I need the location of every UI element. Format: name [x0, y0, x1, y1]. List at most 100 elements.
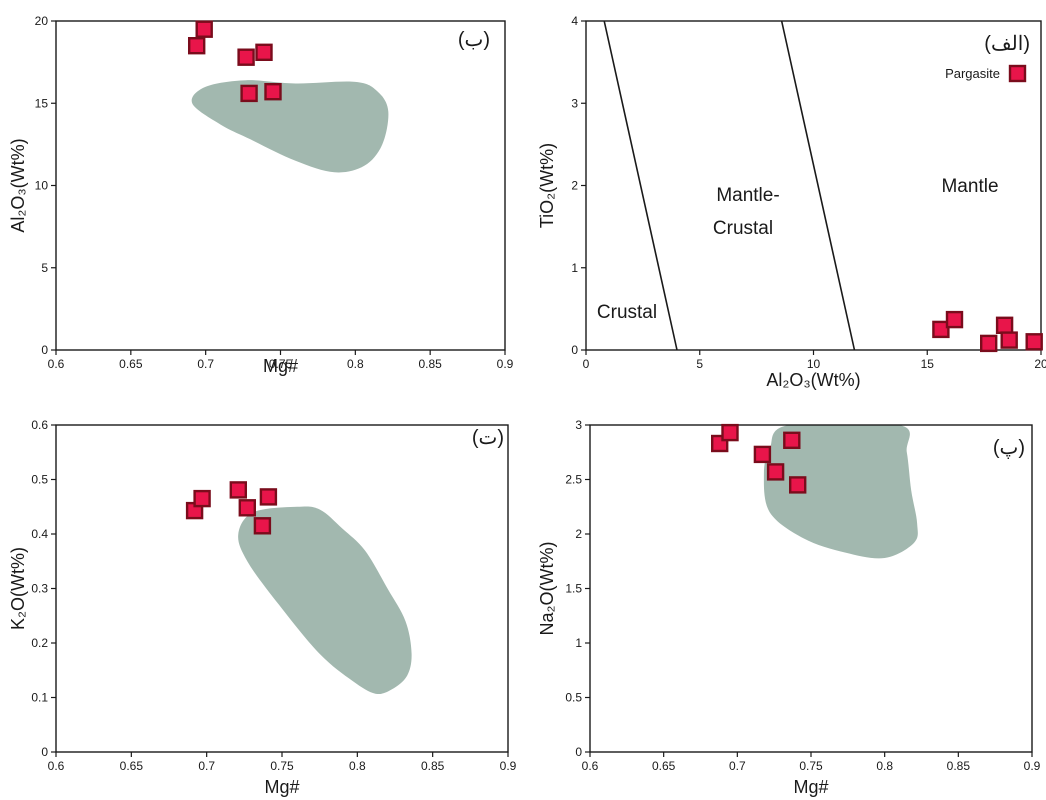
panel-label: (الف): [984, 33, 1030, 55]
y-axis-title: Na₂O(Wt%): [537, 542, 557, 636]
y-tick-label: 2: [575, 527, 582, 541]
x-axis-title: Mg#: [264, 777, 299, 797]
data-point: [1025, 333, 1043, 351]
data-point: [753, 445, 772, 464]
legend-marker: [1008, 64, 1027, 83]
y-tick-label: 4: [571, 14, 578, 28]
data-point: [229, 481, 248, 499]
chart-tio2-vs-al2o3: 0 5 10 15 20 0 1 2 3 4 Al₂O₃(Wt%) TiO₂(Wt%) (الف) Cru…: [537, 14, 1046, 390]
x-tick-label: 0.8: [349, 759, 366, 773]
y-tick-label: 15: [35, 96, 49, 110]
x-tick-label: 15: [921, 357, 935, 371]
region-label: Crustal: [597, 302, 657, 323]
x-tick-label: 0.65: [119, 357, 143, 371]
data-point: [766, 463, 785, 481]
panel-label: (ت): [472, 427, 504, 449]
data-point: [721, 423, 739, 442]
data-point: [932, 320, 950, 339]
data-point: [187, 37, 206, 55]
y-axis-title: TiO₂(Wt%): [537, 143, 557, 228]
x-tick-label: 0.7: [198, 759, 215, 773]
panel-label: (ب): [458, 29, 490, 51]
region-label: Crustal: [713, 218, 773, 239]
x-tick-label: 0.8: [347, 357, 364, 371]
y-tick-label: 2: [571, 179, 578, 193]
data-point: [195, 20, 213, 38]
x-tick-label: 5: [696, 357, 703, 371]
x-tick-label: 0.75: [799, 759, 823, 773]
x-tick-label: 0.65: [120, 759, 144, 773]
field-region: [191, 80, 389, 173]
data-point: [980, 334, 998, 353]
x-tick-label: 0.85: [421, 759, 445, 773]
x-axis-title: Al₂O₃(Wt%): [766, 370, 860, 390]
data-point: [1000, 331, 1018, 349]
boundary-line: [780, 20, 856, 351]
x-tick-label: 0.6: [48, 759, 65, 773]
x-tick-label: 0.7: [197, 357, 214, 371]
x-tick-label: 0.7: [729, 759, 746, 773]
x-tick-label: 0.75: [269, 357, 293, 371]
data-point: [995, 316, 1014, 334]
x-tick-label: 0.65: [652, 759, 676, 773]
legend-label: Pargasite: [945, 66, 1000, 81]
y-tick-label: 1.5: [565, 582, 582, 596]
data-point: [238, 499, 257, 517]
data-point: [783, 431, 801, 449]
y-tick-label: 0.5: [31, 473, 48, 487]
legend: Pargasite: [945, 64, 1027, 83]
x-tick-label: 20: [1034, 357, 1046, 371]
x-tick-label: 0.6: [48, 357, 65, 371]
x-tick-label: 0.75: [270, 759, 294, 773]
x-axis-title: Mg#: [263, 356, 298, 376]
data-point: [253, 517, 272, 535]
y-tick-label: 3: [571, 96, 578, 110]
data-point: [237, 48, 255, 66]
field-region: [238, 506, 412, 695]
x-tick-label: 0.85: [947, 759, 971, 773]
y-axis-title: Al₂O₃(Wt%): [8, 138, 28, 232]
y-tick-label: 0.2: [31, 636, 48, 650]
plot-frame: [55, 20, 506, 351]
y-tick-label: 5: [41, 261, 48, 275]
y-tick-label: 0.1: [31, 691, 48, 705]
chart-k2o-vs-mg: 0.6 0.65 0.7 0.75 0.8 0.85 0.9 0 0.1 0.2 0.3 0.4 0.5…: [8, 418, 517, 797]
field-region: [763, 425, 918, 559]
x-tick-label: 0.9: [500, 759, 517, 773]
region-label: Mantle: [941, 176, 998, 197]
data-point: [193, 489, 211, 508]
y-tick-label: 0: [571, 343, 578, 357]
data-point: [945, 310, 964, 329]
data-point: [240, 84, 258, 103]
data-point: [789, 476, 807, 494]
region-label: Mantle-: [716, 185, 779, 206]
y-tick-label: 20: [35, 14, 49, 28]
boundary-line: [603, 20, 678, 351]
y-tick-label: 0.6: [31, 418, 48, 432]
x-tick-label: 0.85: [418, 357, 442, 371]
x-tick-label: 0.8: [876, 759, 893, 773]
y-tick-label: 0.4: [31, 527, 48, 541]
chart-na2o-vs-mg: 0.6 0.65 0.7 0.75 0.8 0.85 0.9 0 0.5 1 1.5 2 2.5 3 Mg#…: [537, 418, 1041, 797]
y-tick-label: 1: [575, 636, 582, 650]
data-point: [259, 488, 278, 506]
y-tick-label: 3: [575, 418, 582, 432]
data-point: [264, 82, 282, 101]
x-axis-title: Mg#: [793, 777, 828, 797]
x-tick-label: 0.6: [582, 759, 599, 773]
x-tick-label: 10: [807, 357, 821, 371]
x-tick-label: 0.9: [497, 357, 514, 371]
y-tick-label: 0: [41, 745, 48, 759]
x-tick-label: 0: [583, 357, 590, 371]
y-tick-label: 0.3: [31, 582, 48, 596]
x-tick-label: 0.9: [1024, 759, 1041, 773]
chart-al2o3-vs-mg: 0.6 0.65 0.7 0.75 0.8 0.85 0.9 0 5 10 15 20 Mg# Al₂O₃…: [8, 14, 514, 376]
y-tick-label: 1: [571, 261, 578, 275]
data-point: [255, 43, 273, 61]
y-tick-label: 10: [35, 179, 49, 193]
y-tick-label: 0.5: [565, 691, 582, 705]
y-tick-label: 0: [575, 745, 582, 759]
y-tick-label: 2.5: [565, 473, 582, 487]
y-axis-title: K₂O(Wt%): [8, 547, 28, 630]
